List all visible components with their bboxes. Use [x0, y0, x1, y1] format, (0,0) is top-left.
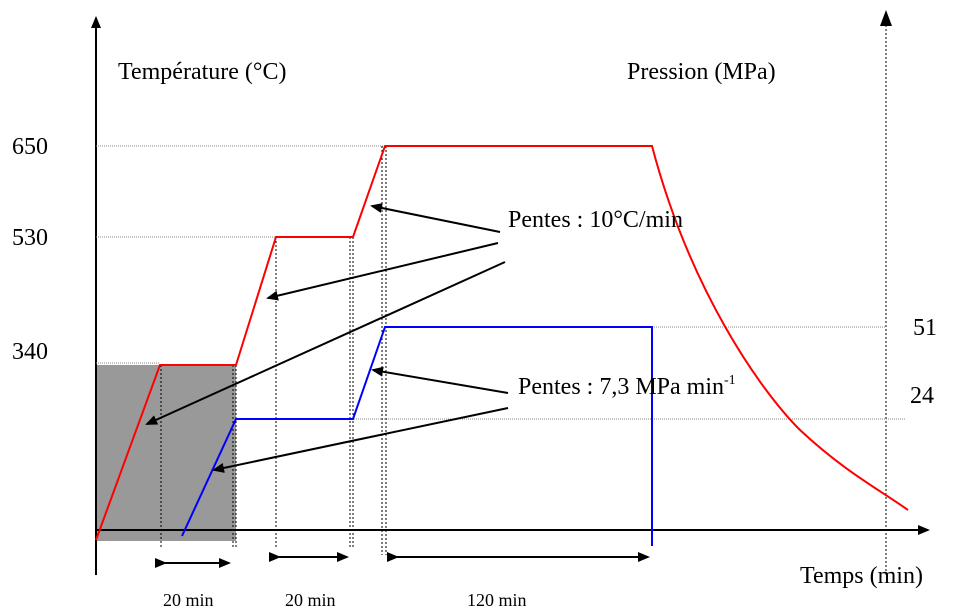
- pressure-slope-label: Pentes : 7,3 MPa min-1: [518, 373, 736, 400]
- temp-tick-340: 340: [12, 339, 48, 365]
- pressure-tick-51: 51: [913, 315, 937, 341]
- temperature-curve: [95, 145, 909, 541]
- arrow-temp-3: [145, 261, 506, 425]
- arrow-pressure-2: [212, 407, 509, 473]
- pressure-axis-label: Pression (MPa): [627, 59, 776, 85]
- duration-arrows: [155, 552, 650, 568]
- reference-lines: [96, 145, 905, 420]
- annotation-arrows: [145, 203, 509, 473]
- vertical-guides: [160, 146, 387, 555]
- arrow-temp-1: [370, 203, 501, 233]
- shaded-zone: [96, 365, 236, 541]
- duration-label-2: 20 min: [285, 590, 336, 610]
- pressure-axis-arrowhead: [880, 10, 892, 26]
- temp-tick-650: 650: [12, 134, 48, 160]
- temperature-axis-label: Température (°C): [118, 59, 287, 85]
- temp-tick-530: 530: [12, 225, 48, 251]
- pressure-curve: [181, 326, 653, 546]
- pressure-tick-24: 24: [910, 383, 934, 409]
- temperature-slope-label: Pentes : 10°C/min: [508, 207, 683, 233]
- duration-label-1: 20 min: [163, 590, 214, 610]
- time-axis-label: Temps (min): [800, 563, 923, 589]
- arrow-temp-2: [266, 242, 499, 301]
- duration-label-3: 120 min: [467, 590, 527, 610]
- arrow-pressure-1: [371, 366, 509, 394]
